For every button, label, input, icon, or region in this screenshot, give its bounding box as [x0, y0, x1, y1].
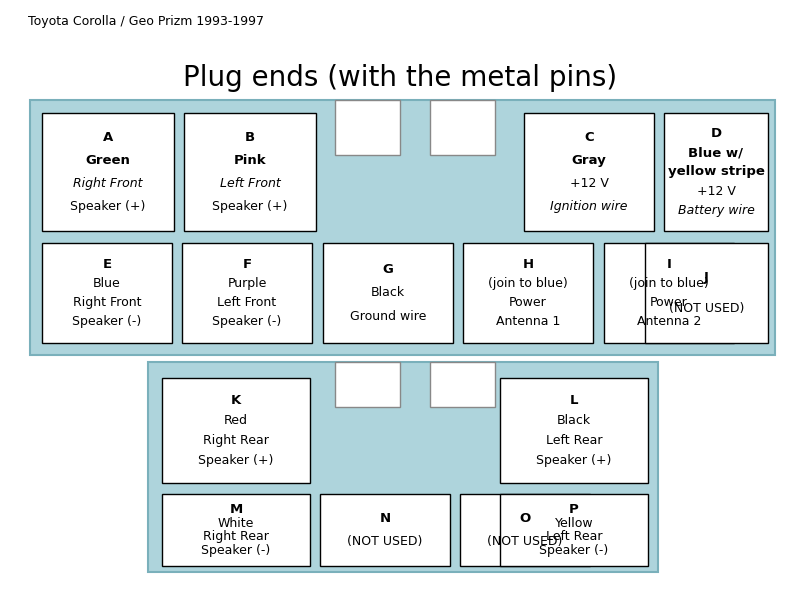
Bar	[42, 113, 174, 231]
Text: Toyota Corolla / Geo Prizm 1993-1997: Toyota Corolla / Geo Prizm 1993-1997	[28, 16, 264, 28]
Text: Power: Power	[509, 296, 547, 309]
Bar	[148, 362, 658, 572]
Text: Left Rear: Left Rear	[546, 530, 602, 544]
Text: Left Front: Left Front	[220, 177, 280, 190]
Bar	[500, 378, 648, 483]
Bar	[604, 243, 734, 343]
Text: J: J	[704, 271, 709, 284]
Text: P: P	[569, 503, 579, 516]
Text: K: K	[231, 394, 241, 407]
Text: Power: Power	[650, 296, 688, 309]
Text: N: N	[379, 512, 390, 525]
Text: (NOT USED): (NOT USED)	[487, 535, 562, 548]
Text: Speaker (+): Speaker (+)	[70, 200, 146, 212]
Text: White: White	[218, 517, 254, 530]
Text: +12 V: +12 V	[570, 177, 609, 190]
Text: +12 V: +12 V	[697, 185, 735, 197]
Text: yellow stripe: yellow stripe	[667, 166, 765, 179]
Text: Black: Black	[557, 414, 591, 427]
Bar	[664, 113, 768, 231]
Text: H: H	[522, 257, 534, 271]
Text: Red: Red	[224, 414, 248, 427]
Bar	[30, 100, 775, 355]
Text: Speaker (-): Speaker (-)	[202, 544, 270, 557]
Bar	[524, 113, 654, 231]
Bar	[335, 100, 400, 155]
Text: (NOT USED): (NOT USED)	[347, 535, 422, 548]
Text: Ground wire: Ground wire	[350, 310, 426, 323]
Bar	[182, 243, 312, 343]
Bar	[184, 113, 316, 231]
Text: I: I	[666, 257, 671, 271]
Bar	[460, 494, 590, 566]
Text: Right Front: Right Front	[73, 296, 142, 309]
Text: Speaker (-): Speaker (-)	[212, 316, 282, 328]
Text: (join to blue): (join to blue)	[488, 277, 568, 290]
Text: Blue: Blue	[93, 277, 121, 290]
Text: Left Rear: Left Rear	[546, 434, 602, 447]
Bar	[500, 494, 648, 566]
Text: Speaker (+): Speaker (+)	[198, 454, 274, 467]
Text: Speaker (+): Speaker (+)	[212, 200, 288, 212]
Bar	[430, 100, 495, 155]
Text: E: E	[102, 257, 111, 271]
Bar	[463, 243, 593, 343]
Text: Blue w/: Blue w/	[689, 146, 743, 160]
Text: Yellow: Yellow	[554, 517, 594, 530]
Text: Speaker (-): Speaker (-)	[72, 316, 142, 328]
Text: Plug ends (with the metal pins): Plug ends (with the metal pins)	[183, 64, 617, 92]
Bar	[320, 494, 450, 566]
Text: L: L	[570, 394, 578, 407]
Text: Ignition wire: Ignition wire	[550, 200, 628, 212]
Text: C: C	[584, 131, 594, 145]
Bar	[645, 243, 768, 343]
Text: Purple: Purple	[227, 277, 266, 290]
Bar	[162, 494, 310, 566]
Bar	[335, 362, 400, 407]
Text: D: D	[710, 127, 722, 140]
Bar	[42, 243, 172, 343]
Text: (NOT USED): (NOT USED)	[669, 302, 744, 315]
Text: Battery wire: Battery wire	[678, 203, 754, 217]
Text: Gray: Gray	[572, 154, 606, 167]
Text: Black: Black	[371, 286, 405, 299]
Text: Speaker (-): Speaker (-)	[539, 544, 609, 557]
Text: Pink: Pink	[234, 154, 266, 167]
Bar	[430, 362, 495, 407]
Text: F: F	[242, 257, 251, 271]
Text: Antenna 2: Antenna 2	[637, 316, 701, 328]
Text: (join to blue): (join to blue)	[629, 277, 709, 290]
Text: B: B	[245, 131, 255, 145]
Text: Speaker (+): Speaker (+)	[536, 454, 612, 467]
Text: Antenna 1: Antenna 1	[496, 316, 560, 328]
Text: G: G	[382, 263, 394, 275]
Bar	[162, 378, 310, 483]
Text: A: A	[103, 131, 113, 145]
Text: Right Front: Right Front	[74, 177, 142, 190]
Text: Right Rear: Right Rear	[203, 530, 269, 544]
Text: Left Front: Left Front	[218, 296, 277, 309]
Text: Green: Green	[86, 154, 130, 167]
Text: O: O	[519, 512, 530, 525]
Text: Right Rear: Right Rear	[203, 434, 269, 447]
Bar	[323, 243, 453, 343]
Text: M: M	[230, 503, 242, 516]
